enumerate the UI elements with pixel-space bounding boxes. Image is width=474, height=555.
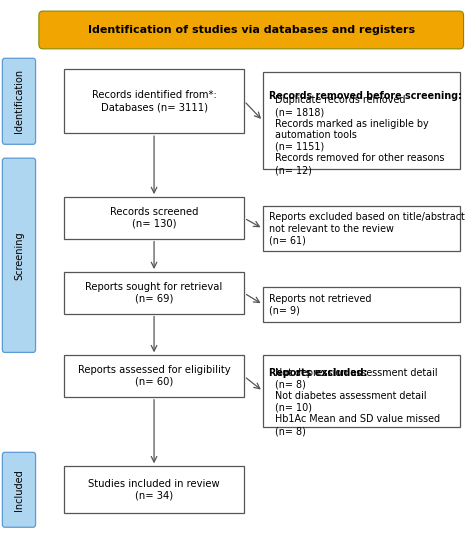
Text: Reports excluded based on title/abstract
not relevant to the review
(n= 61): Reports excluded based on title/abstract…	[269, 212, 465, 245]
Text: Reports not retrieved
(n= 9): Reports not retrieved (n= 9)	[269, 294, 371, 315]
Text: Identification of studies via databases and registers: Identification of studies via databases …	[88, 25, 415, 35]
FancyBboxPatch shape	[263, 287, 460, 322]
FancyBboxPatch shape	[2, 158, 36, 352]
Text: Screening: Screening	[14, 231, 24, 280]
FancyBboxPatch shape	[2, 58, 36, 144]
FancyBboxPatch shape	[64, 272, 244, 314]
Text: Duplicate records removed
  (n= 1818)
  Records marked as ineligible by
  automa: Duplicate records removed (n= 1818) Reco…	[269, 95, 444, 175]
Text: Records removed before screening:: Records removed before screening:	[269, 92, 462, 102]
FancyBboxPatch shape	[263, 355, 460, 427]
Text: Reports sought for retrieval
(n= 69): Reports sought for retrieval (n= 69)	[85, 282, 223, 304]
FancyBboxPatch shape	[64, 355, 244, 397]
Text: Reports assessed for eligibility
(n= 60): Reports assessed for eligibility (n= 60)	[78, 365, 230, 387]
FancyBboxPatch shape	[2, 452, 36, 527]
Text: Identification: Identification	[14, 69, 24, 133]
FancyBboxPatch shape	[64, 466, 244, 513]
FancyBboxPatch shape	[263, 206, 460, 251]
Text: Records screened
(n= 130): Records screened (n= 130)	[110, 207, 198, 229]
FancyBboxPatch shape	[263, 72, 460, 169]
Text: Studies included in review
(n= 34): Studies included in review (n= 34)	[88, 479, 220, 501]
Text: Records identified from*:
Databases (n= 3111): Records identified from*: Databases (n= …	[91, 90, 217, 112]
Text: Reports excluded:: Reports excluded:	[269, 368, 367, 379]
Text: Included: Included	[14, 469, 24, 511]
Text: Not depression assessment detail
  (n= 8)
  Not diabetes assessment detail
  (n=: Not depression assessment detail (n= 8) …	[269, 368, 440, 436]
FancyBboxPatch shape	[64, 197, 244, 239]
FancyBboxPatch shape	[64, 69, 244, 133]
FancyBboxPatch shape	[39, 11, 464, 49]
